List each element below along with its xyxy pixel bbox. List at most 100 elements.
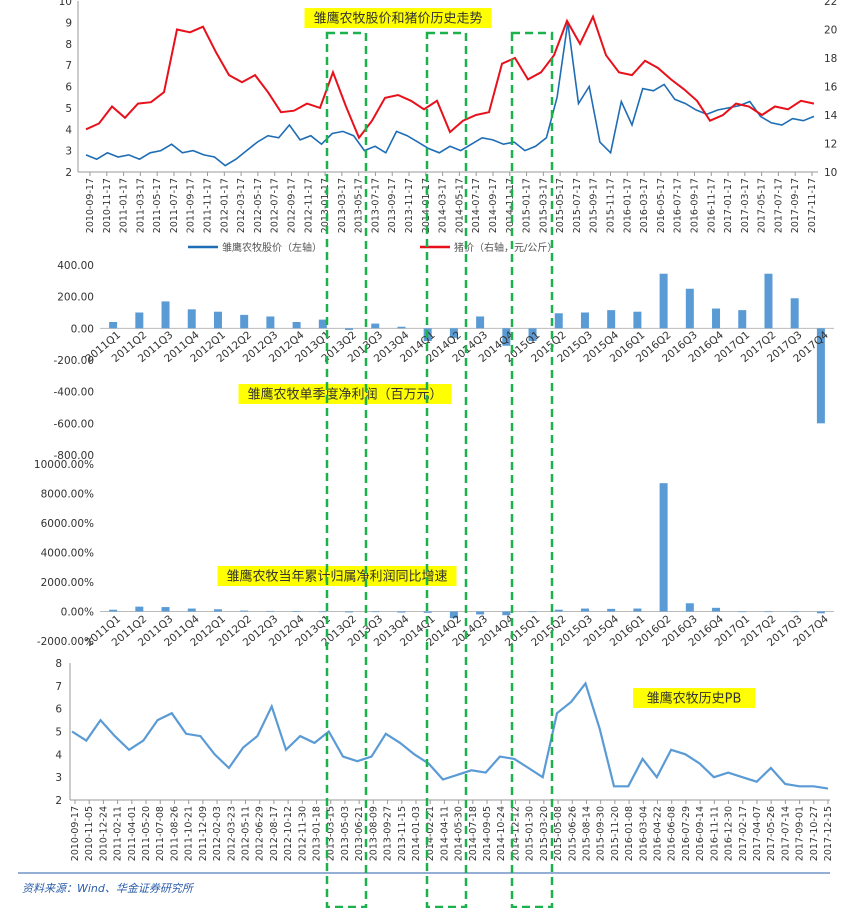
pb-x-tick-label: 2015-06-26 bbox=[567, 806, 578, 861]
x-tick-label: 2013-11-17 bbox=[404, 178, 415, 233]
growth-title-bg bbox=[217, 566, 457, 586]
x-tick-label: 2013-01-17 bbox=[320, 178, 331, 233]
pb-x-tick-label: 2017-07-14 bbox=[780, 806, 791, 861]
pb-y-tick: 2 bbox=[55, 795, 62, 807]
highlight-box bbox=[325, 31, 368, 908]
profit-bar bbox=[580, 312, 589, 329]
profit-bar bbox=[240, 314, 249, 329]
pb-x-tick-label: 2011-12-09 bbox=[198, 806, 209, 861]
pb-x-tick-label: 2013-03-15 bbox=[326, 806, 337, 861]
pb-x-tick-label: 2010-11-05 bbox=[84, 806, 95, 861]
pb-x-tick-label: 2015-11-20 bbox=[610, 806, 621, 861]
legend-label-hog: 猪价（右轴，元/公斤） bbox=[454, 241, 557, 254]
profit-bar bbox=[187, 309, 196, 329]
growth-bar bbox=[738, 611, 747, 613]
pb-title-bg bbox=[633, 688, 755, 708]
pb-x-tick-label: 2016-01-08 bbox=[624, 806, 635, 861]
growth-y-tick: 8000.00% bbox=[41, 489, 94, 501]
chart-title: 雏鹰农牧股价和猪价历史走势 bbox=[313, 11, 482, 27]
growth-bar bbox=[633, 608, 642, 612]
stock-hog-price-chart: 2 3 4 5 6 7 8 9 10 10 12 14 16 18 20 22 2010-09-17 2010-1… bbox=[59, 0, 838, 254]
pb-x-tick-label: 2010-09-17 bbox=[70, 806, 81, 861]
y-tick-left: 8 bbox=[65, 39, 72, 51]
x-tick-label: 2014-09-17 bbox=[488, 178, 499, 233]
profit-bar bbox=[712, 308, 721, 329]
profit-title-bg bbox=[238, 384, 452, 404]
x-tick-label: 2012-09-17 bbox=[286, 178, 297, 233]
x-tick-label: 2014-05-17 bbox=[454, 178, 465, 233]
x-tick-label: 2011-07-17 bbox=[169, 178, 180, 233]
pb-x-tick-label: 2017-04-07 bbox=[752, 806, 763, 861]
pb-x-tick-label: 2015-01-30 bbox=[525, 806, 536, 861]
x-tick-label: 2016-09-17 bbox=[689, 178, 700, 233]
pb-x-tick-label: 2014-12-12 bbox=[510, 806, 521, 861]
profit-bar bbox=[397, 326, 406, 329]
x-tick-label: 2014-11-17 bbox=[505, 178, 516, 233]
growth-bar bbox=[397, 611, 406, 613]
x-tick-label: 2016-07-17 bbox=[673, 178, 684, 233]
quarterly-net-profit-chart: 400.00 200.00 0.00 -200.00 -400.00 -600.00 -80… bbox=[53, 260, 834, 462]
growth-bar bbox=[240, 610, 249, 612]
profit-bar bbox=[476, 316, 485, 329]
pb-x-tick-label: 2013-01-18 bbox=[312, 806, 323, 861]
pb-x-tick-label: 2012-03-23 bbox=[226, 806, 237, 861]
profit-bar bbox=[266, 316, 275, 329]
growth-bar bbox=[345, 611, 354, 613]
x-tick-label: 2017-11-17 bbox=[807, 178, 818, 233]
x-tick-label: 2015-09-17 bbox=[589, 178, 600, 233]
growth-bar bbox=[187, 608, 196, 612]
pb-title: 雏鹰农牧历史PB bbox=[647, 691, 742, 707]
profit-y-tick: -200.00 bbox=[53, 355, 94, 367]
growth-bar bbox=[712, 607, 721, 612]
y-tick-right: 18 bbox=[824, 53, 837, 65]
highlight-dashed-boxes bbox=[325, 31, 554, 908]
x-tick-label: 2013-09-17 bbox=[387, 178, 398, 233]
profit-bar bbox=[738, 310, 747, 329]
pb-x-tick-label: 2011-08-26 bbox=[169, 806, 180, 861]
pb-x-tick-label: 2010-12-24 bbox=[98, 806, 109, 861]
y-tick-left: 7 bbox=[65, 60, 72, 72]
growth-y-tick: 2000.00% bbox=[41, 577, 94, 589]
pb-x-tick-label: 2014-10-24 bbox=[496, 806, 507, 861]
profit-bar bbox=[345, 328, 354, 330]
pb-x-tick-label: 2016-03-04 bbox=[638, 806, 649, 861]
x-tick-label: 2016-03-17 bbox=[639, 178, 650, 233]
pb-x-tick-label: 2014-05-30 bbox=[454, 806, 465, 861]
pb-x-tick-label: 2017-09-01 bbox=[795, 806, 806, 861]
growth-bar bbox=[266, 610, 275, 612]
pb-x-tick-label: 2017-12-15 bbox=[823, 806, 834, 861]
legend-label-stock: 雏鹰农牧股价（左轴） bbox=[222, 241, 322, 254]
x-tick-label: 2010-11-17 bbox=[102, 178, 113, 233]
profit-bar bbox=[659, 273, 668, 329]
pb-x-tick-label: 2016-12-30 bbox=[724, 806, 735, 861]
growth-bar bbox=[371, 611, 380, 613]
x-tick-label: 2011-05-17 bbox=[152, 178, 163, 233]
profit-bar bbox=[371, 323, 380, 329]
pb-x-tick-label: 2016-07-29 bbox=[681, 806, 692, 861]
profit-bar bbox=[764, 273, 773, 329]
pb-x-tick-label: 2014-09-05 bbox=[482, 806, 493, 861]
pb-x-tick-label: 2013-08-09 bbox=[368, 806, 379, 861]
growth-bar bbox=[213, 609, 222, 612]
profit-y-tick: 400.00 bbox=[57, 260, 94, 272]
x-tick-label: 2017-01-17 bbox=[723, 178, 734, 233]
profit-y-tick: -600.00 bbox=[53, 418, 94, 430]
pb-x-tick-label: 2012-11-30 bbox=[297, 806, 308, 861]
profit-bar bbox=[685, 288, 694, 329]
pb-y-tick: 7 bbox=[55, 681, 62, 693]
profit-bar bbox=[607, 310, 616, 329]
x-tick-label: 2011-11-17 bbox=[203, 178, 214, 233]
pb-x-tick-label: 2013-06-21 bbox=[354, 806, 365, 861]
pb-x-tick-label: 2014-04-11 bbox=[439, 806, 450, 861]
growth-y-tick: -2000.00% bbox=[37, 636, 94, 648]
pb-y-tick: 3 bbox=[55, 772, 62, 784]
y-tick-right: 10 bbox=[824, 167, 837, 179]
profit-bar bbox=[109, 322, 118, 329]
growth-bar bbox=[502, 611, 511, 616]
x-tick-label: 2016-11-17 bbox=[706, 178, 717, 233]
profit-y-tick: -800.00 bbox=[53, 450, 94, 462]
growth-bar bbox=[528, 611, 537, 613]
growth-bar bbox=[607, 608, 616, 612]
profit-bar bbox=[554, 313, 563, 329]
